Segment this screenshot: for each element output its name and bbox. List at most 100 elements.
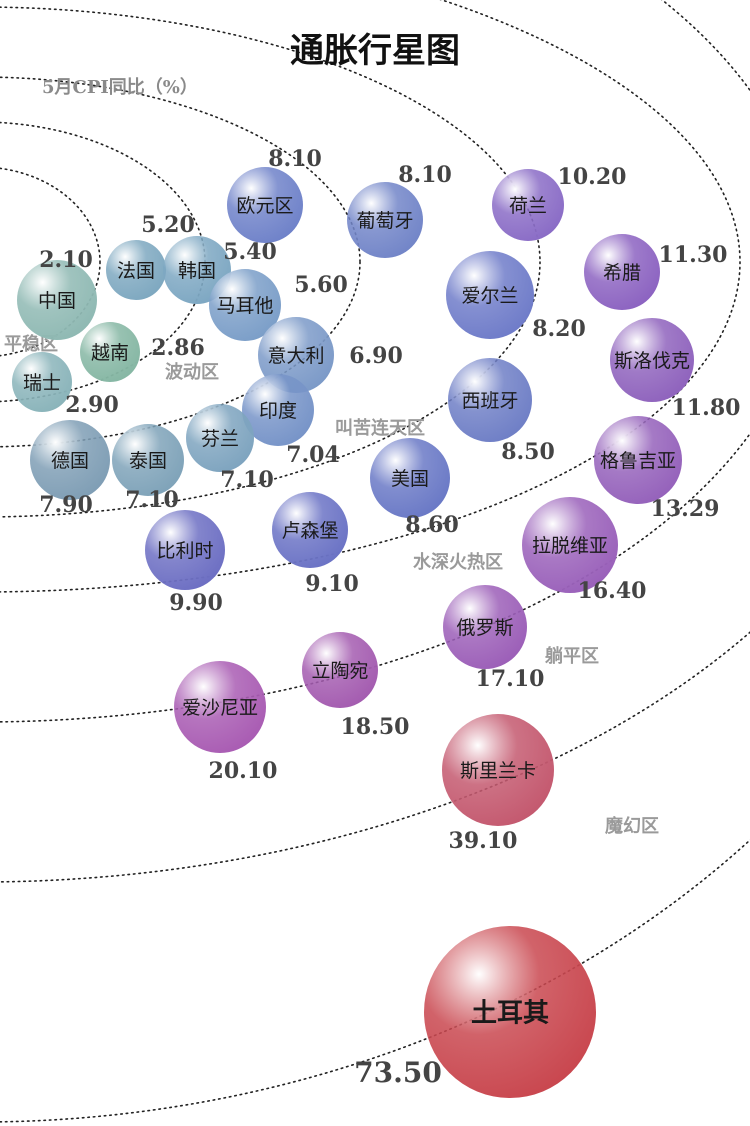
cpi-value-label: 9.90 (169, 590, 223, 616)
planet: 美国 8.60 (370, 438, 459, 538)
cpi-value-label: 2.86 (151, 335, 205, 361)
planet: 越南 2.86 (80, 322, 205, 382)
planet-circle (347, 182, 423, 258)
planet-name-label: 拉脱维亚 (532, 535, 608, 557)
planet: 卢森堡 9.10 (272, 492, 359, 597)
planet-circle (242, 374, 314, 446)
planet-circle (209, 269, 281, 341)
planet: 印度 7.04 (242, 374, 340, 468)
planet: 斯里兰卡 39.10 (442, 714, 554, 854)
planet-name-label: 意大利 (267, 345, 324, 367)
planet-name-label: 立陶宛 (311, 660, 368, 682)
cpi-value-label: 6.90 (349, 343, 403, 369)
planet: 比利时 9.90 (145, 510, 225, 616)
planet: 拉脱维亚 16.40 (522, 497, 646, 604)
cpi-value-label: 13.29 (651, 496, 720, 522)
planet-circle (174, 661, 266, 753)
cpi-value-label: 8.10 (398, 162, 452, 188)
planet-name-label: 德国 (51, 450, 89, 472)
cpi-value-label: 5.60 (294, 272, 348, 298)
planet: 意大利 6.90 (258, 317, 403, 393)
planet-name-label: 马耳他 (216, 295, 273, 317)
planet: 立陶宛 18.50 (302, 632, 409, 740)
planet-name-label: 爱尔兰 (461, 285, 518, 307)
zone-label: 叫苦连天区 (335, 417, 425, 439)
planet-circle (594, 416, 682, 504)
planet-name-label: 法国 (117, 260, 155, 282)
cpi-value-label: 17.10 (476, 666, 545, 692)
planet-circle (186, 404, 254, 472)
cpi-value-label: 2.10 (39, 247, 93, 273)
cpi-value-label: 2.90 (65, 392, 119, 418)
planet-name-label: 荷兰 (509, 195, 547, 217)
chart-subtitle: 5月CPI同比（%） (42, 77, 198, 98)
planet-name-label: 韩国 (178, 260, 216, 282)
planet: 爱尔兰 8.20 (446, 251, 586, 342)
planet-name-label: 印度 (259, 400, 297, 422)
planet-name-label: 希腊 (603, 262, 641, 284)
cpi-value-label: 16.40 (578, 578, 647, 604)
planet: 中国 2.10 (17, 247, 97, 340)
cpi-value-label: 5.20 (141, 212, 195, 238)
cpi-value-label: 7.90 (39, 492, 93, 518)
cpi-value-label: 7.10 (125, 487, 179, 513)
planet: 希腊 11.30 (584, 234, 727, 310)
planet: 爱沙尼亚 20.10 (174, 661, 277, 784)
planet-name-label: 土耳其 (471, 998, 549, 1028)
planet: 德国 7.90 (30, 420, 110, 518)
cpi-value-label: 11.80 (672, 395, 741, 421)
planet: 马耳他 5.60 (209, 269, 348, 341)
cpi-value-label: 10.20 (558, 164, 627, 190)
planet-circle (302, 632, 378, 708)
planet-circle (227, 167, 303, 243)
cpi-value-label: 8.10 (268, 146, 322, 172)
planet: 葡萄牙 8.10 (347, 162, 452, 258)
planet-circle (522, 497, 618, 593)
planet-circle (258, 317, 334, 393)
planet-group: 中国 2.10 越南 2.86 瑞士2.90 法国 5.20 韩国 5.40 马耳他 5.60 意大利… (12, 146, 740, 1098)
planet-name-label: 欧元区 (236, 195, 293, 217)
planet: 西班牙 8.50 (448, 358, 555, 465)
planet-circle (106, 240, 166, 300)
orbit-ring (0, 76, 361, 448)
cpi-value-label: 8.50 (501, 439, 555, 465)
planet-circle (443, 585, 527, 669)
planet-circle (584, 234, 660, 310)
planet-name-label: 芬兰 (201, 428, 239, 450)
planet: 土耳其 73.50 (354, 926, 596, 1098)
planet-circle (30, 420, 110, 500)
cpi-value-label: 11.30 (659, 242, 728, 268)
planet-name-label: 俄罗斯 (456, 617, 513, 639)
planet: 芬兰 7.10 (186, 404, 274, 493)
planet-circle (442, 714, 554, 826)
zone-label: 魔幻区 (605, 815, 659, 837)
zone-label: 水深火热区 (413, 551, 503, 573)
planet-name-label: 越南 (91, 342, 129, 364)
planet: 瑞士2.90 (12, 352, 119, 418)
cpi-value-label: 39.10 (449, 828, 518, 854)
cpi-value-label: 73.50 (354, 1056, 442, 1089)
cpi-value-label: 7.04 (286, 442, 340, 468)
planet-name-label: 中国 (38, 290, 76, 312)
planet: 斯洛伐克 11.80 (610, 318, 740, 421)
planet: 泰国 7.10 (112, 424, 184, 513)
planet-name-label: 瑞士 (23, 372, 61, 394)
planet: 欧元区 8.10 (227, 146, 322, 243)
planet-circle (80, 322, 140, 382)
planet-name-label: 比利时 (156, 540, 213, 562)
planet-name-label: 斯洛伐克 (614, 350, 690, 372)
planet: 荷兰 10.20 (492, 164, 626, 241)
planet-name-label: 葡萄牙 (356, 210, 413, 232)
cpi-value-label: 8.60 (405, 512, 459, 538)
planet-circle (370, 438, 450, 518)
orbit-ring (0, 6, 541, 518)
planet-name-label: 格鲁吉亚 (600, 450, 676, 472)
orbit-ring (0, 0, 741, 593)
cpi-value-label: 18.50 (341, 714, 410, 740)
cpi-value-label: 20.10 (209, 758, 278, 784)
planet-name-label: 斯里兰卡 (460, 760, 536, 782)
